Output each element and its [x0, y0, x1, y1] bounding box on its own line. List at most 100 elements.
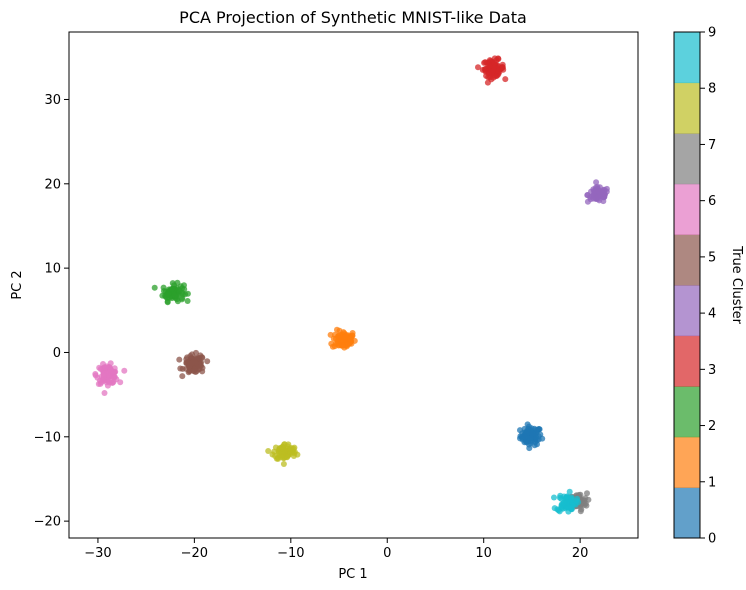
- colorbar-segment-7: [674, 133, 700, 185]
- colorbar-segment-0: [674, 487, 700, 539]
- data-point: [103, 379, 110, 386]
- colorbar-segment-3: [674, 335, 700, 387]
- cluster-4-points: [584, 179, 610, 205]
- colorbar-segment-5: [674, 234, 700, 286]
- data-point: [169, 285, 176, 292]
- data-point: [483, 72, 490, 79]
- data-point: [176, 356, 183, 363]
- data-point: [596, 188, 603, 195]
- data-point: [502, 76, 509, 83]
- data-point: [334, 326, 340, 333]
- data-point: [564, 493, 571, 500]
- cluster-8-points: [265, 441, 301, 467]
- colorbar-segment-9: [674, 32, 700, 84]
- colorbar-segment-2: [674, 386, 700, 438]
- x-tick-label: −30: [84, 546, 111, 561]
- data-point: [573, 497, 580, 504]
- data-point: [327, 331, 334, 338]
- data-point: [164, 299, 171, 306]
- data-point: [342, 333, 349, 340]
- data-point: [517, 427, 523, 434]
- cluster-6-points: [92, 360, 128, 396]
- cluster-9-points: [551, 488, 582, 515]
- colorbar-segment-6: [674, 183, 700, 235]
- data-point: [603, 188, 610, 195]
- data-point: [566, 488, 573, 495]
- data-point: [584, 490, 590, 497]
- scatter-points: [92, 55, 610, 515]
- data-point: [347, 335, 354, 342]
- data-point: [181, 282, 187, 289]
- data-point: [564, 499, 570, 506]
- colorbar-frame: [673, 31, 701, 539]
- data-point: [184, 290, 191, 297]
- data-point: [493, 57, 500, 63]
- data-point: [121, 367, 128, 374]
- data-point: [475, 64, 481, 71]
- data-point: [486, 63, 493, 70]
- cluster-2-points: [151, 279, 191, 306]
- data-point: [524, 421, 531, 428]
- colorbar: [674, 32, 700, 539]
- cluster-1-points: [327, 326, 358, 351]
- data-point: [151, 284, 158, 291]
- x-tick-label: −10: [277, 546, 304, 561]
- chart-title: PCA Projection of Synthetic MNIST-like D…: [179, 8, 527, 27]
- data-point: [100, 372, 107, 379]
- colorbar-segment-4: [674, 285, 700, 337]
- data-point: [532, 439, 539, 446]
- data-point: [598, 193, 605, 200]
- cluster-5-points: [176, 349, 211, 380]
- data-point: [493, 73, 500, 80]
- data-point: [101, 390, 108, 396]
- data-point: [592, 184, 599, 191]
- data-point: [551, 494, 557, 501]
- data-point: [197, 352, 204, 359]
- data-point: [279, 445, 286, 452]
- data-point: [204, 358, 211, 365]
- data-point: [184, 298, 191, 304]
- data-point: [171, 292, 178, 299]
- y-tick-label: 20: [44, 177, 61, 192]
- data-point: [340, 342, 347, 349]
- x-tick-label: 20: [572, 546, 589, 561]
- data-point: [328, 340, 335, 347]
- data-point: [186, 363, 193, 370]
- y-tick-label: 30: [44, 93, 61, 108]
- colorbar-tick-label: 9: [708, 26, 716, 41]
- data-point: [108, 377, 115, 383]
- y-tick-label: −20: [34, 515, 61, 530]
- y-tick-label: 0: [53, 346, 61, 361]
- data-point: [593, 179, 600, 186]
- data-point: [107, 367, 114, 374]
- data-point: [183, 356, 190, 363]
- data-point: [495, 67, 502, 74]
- x-tick-label: 10: [475, 546, 492, 561]
- colorbar-segment-1: [674, 436, 700, 488]
- y-tick-label: −10: [34, 430, 61, 445]
- plot-frame: [68, 31, 639, 539]
- data-point: [103, 363, 110, 370]
- cluster-0-points: [517, 421, 546, 452]
- data-point: [578, 506, 585, 513]
- data-point: [278, 454, 285, 460]
- data-point: [564, 503, 571, 510]
- colorbar-segment-8: [674, 82, 700, 134]
- colorbar-tick-label: 7: [708, 138, 716, 153]
- data-point: [179, 373, 186, 380]
- data-point: [265, 448, 272, 454]
- x-tick-label: 0: [383, 546, 391, 561]
- data-point: [198, 362, 205, 369]
- x-tick-label: −20: [181, 546, 208, 561]
- y-axis-label: PC 2: [10, 270, 25, 299]
- data-point: [582, 495, 589, 502]
- data-point: [539, 435, 546, 442]
- cluster-3-points: [475, 55, 509, 86]
- data-point: [522, 433, 528, 440]
- colorbar-tick-label: 0: [708, 532, 716, 547]
- data-point: [179, 291, 186, 298]
- data-point: [190, 368, 197, 375]
- data-point: [582, 500, 589, 507]
- colorbar-tick-label: 4: [708, 307, 716, 322]
